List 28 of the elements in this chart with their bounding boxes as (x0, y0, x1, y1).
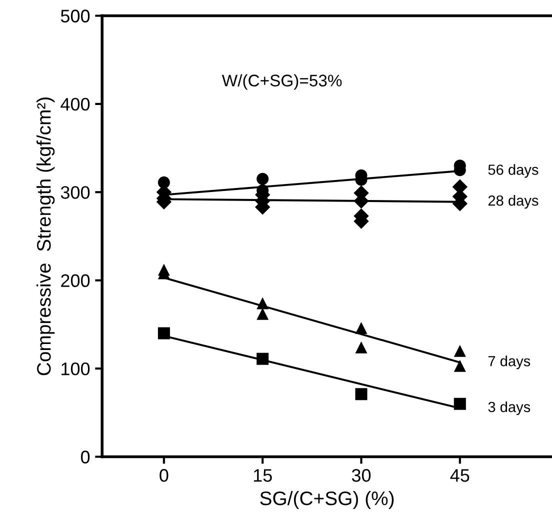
y-tick-label: 200 (61, 274, 90, 288)
series-label: 28 days (488, 195, 538, 209)
point (256, 308, 269, 320)
y-tick-label: 100 (62, 362, 90, 376)
point (355, 322, 368, 334)
point (454, 398, 466, 410)
series-label: 3 days (488, 401, 530, 416)
y-tick-label: 0 (80, 450, 90, 464)
point (158, 327, 170, 340)
point (256, 172, 269, 185)
point (256, 352, 269, 365)
point (454, 344, 466, 357)
x-tick-label: 30 (352, 469, 371, 482)
y-tick-label: 300 (60, 186, 90, 199)
y-tick-label: 400 (60, 98, 90, 111)
point (355, 341, 368, 354)
x-tick-label: 45 (450, 469, 470, 482)
x-tick-label: 0 (160, 469, 168, 482)
x-tick-label: 15 (254, 469, 272, 482)
series-label: 7 days (488, 356, 530, 370)
x-axis-title: SG/(C+SG) (%) (260, 490, 394, 510)
point (355, 388, 368, 400)
series-label: 56 days (488, 164, 538, 178)
y-tick-label: 500 (60, 10, 90, 22)
y-axis-title: Compressive Strength (kgf/cm²) (36, 98, 55, 376)
point (454, 360, 466, 372)
point (256, 297, 269, 310)
annotation: W/(C+SG)=53% (222, 74, 342, 90)
